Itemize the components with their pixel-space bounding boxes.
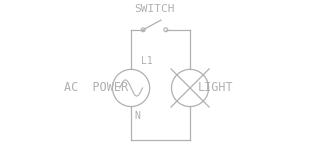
Text: LIGHT: LIGHT bbox=[198, 82, 234, 95]
Text: L1: L1 bbox=[141, 56, 153, 66]
Circle shape bbox=[141, 28, 145, 32]
Text: SWITCH: SWITCH bbox=[134, 4, 175, 14]
Text: AC  POWER: AC POWER bbox=[64, 82, 128, 95]
Text: N: N bbox=[135, 111, 141, 121]
Circle shape bbox=[164, 28, 168, 32]
